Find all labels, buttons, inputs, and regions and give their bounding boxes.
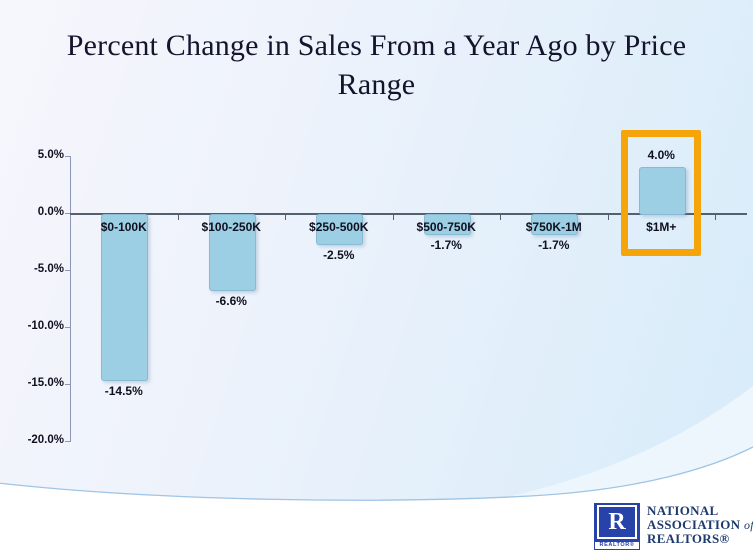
y-tick-mark (65, 213, 70, 214)
x-boundary-tick (715, 215, 716, 220)
realtor-r-letter: R (608, 509, 626, 535)
realtor-logo-inner-frame: R (597, 505, 637, 539)
x-boundary-tick (500, 215, 501, 220)
category-label: $1M+ (646, 220, 677, 234)
y-tick-label: -15.0% (27, 377, 64, 389)
bar-$0-100K (101, 214, 149, 382)
highlight-box (621, 130, 702, 256)
value-label: -6.6% (215, 294, 247, 309)
category-label: $0-100K (100, 220, 147, 234)
nar-logo-of: of (743, 517, 753, 532)
y-axis-line (70, 156, 71, 442)
y-tick-mark (65, 270, 70, 271)
value-label: -14.5% (104, 384, 143, 399)
y-tick-mark (65, 441, 70, 442)
y-tick-mark (65, 156, 70, 157)
x-boundary-tick (177, 215, 179, 220)
y-tick-label: 0.0% (37, 206, 64, 218)
y-tick-label: 5.0% (37, 149, 64, 161)
y-tick-label: -10.0% (27, 320, 64, 332)
y-tick-mark (65, 327, 70, 328)
value-label: -1.7% (430, 238, 462, 253)
bar-$100-250K (208, 214, 256, 292)
bar-$1M+ (638, 167, 686, 215)
page-title: Percent Change in Sales From a Year Ago … (0, 26, 753, 104)
category-label: $500-750K (416, 220, 476, 234)
bar-$250-500K (316, 214, 364, 245)
y-tick-label: -20.0% (27, 434, 64, 446)
nar-logo-line3: REALTORS® (647, 531, 730, 546)
page-title-line2: Range (337, 68, 416, 101)
realtor-r-logo: R REALTOR® (594, 503, 640, 550)
x-boundary-tick (285, 215, 286, 220)
x-boundary-tick (392, 215, 394, 220)
y-tick-mark (65, 384, 70, 385)
nar-logo-line1: NATIONAL (647, 503, 719, 518)
y-tick-label: -5.0% (33, 263, 64, 275)
page-title-line1: Percent Change in Sales From a Year Ago … (66, 29, 687, 62)
category-label: $250-500K (309, 220, 369, 234)
category-label: $100-250K (201, 220, 261, 234)
zero-axis-line (70, 213, 747, 215)
value-label: 4.0% (647, 148, 675, 163)
nar-logo: R REALTOR® NATIONAL ASSOCIATION of REALT… (594, 503, 753, 550)
x-boundary-tick (607, 215, 609, 220)
value-label: -1.7% (538, 238, 570, 253)
bar-$500-750K (423, 214, 471, 236)
nar-logo-line2: ASSOCIATION of (647, 516, 753, 532)
nar-logo-text: NATIONAL ASSOCIATION of REALTORS® (647, 504, 753, 546)
bar-$750K-1M (531, 214, 579, 236)
realtor-wordmark: REALTOR® (594, 541, 640, 550)
realtor-logo-square: R (594, 503, 640, 541)
value-label: -2.5% (323, 247, 355, 262)
category-label: $750K-1M (525, 220, 582, 234)
